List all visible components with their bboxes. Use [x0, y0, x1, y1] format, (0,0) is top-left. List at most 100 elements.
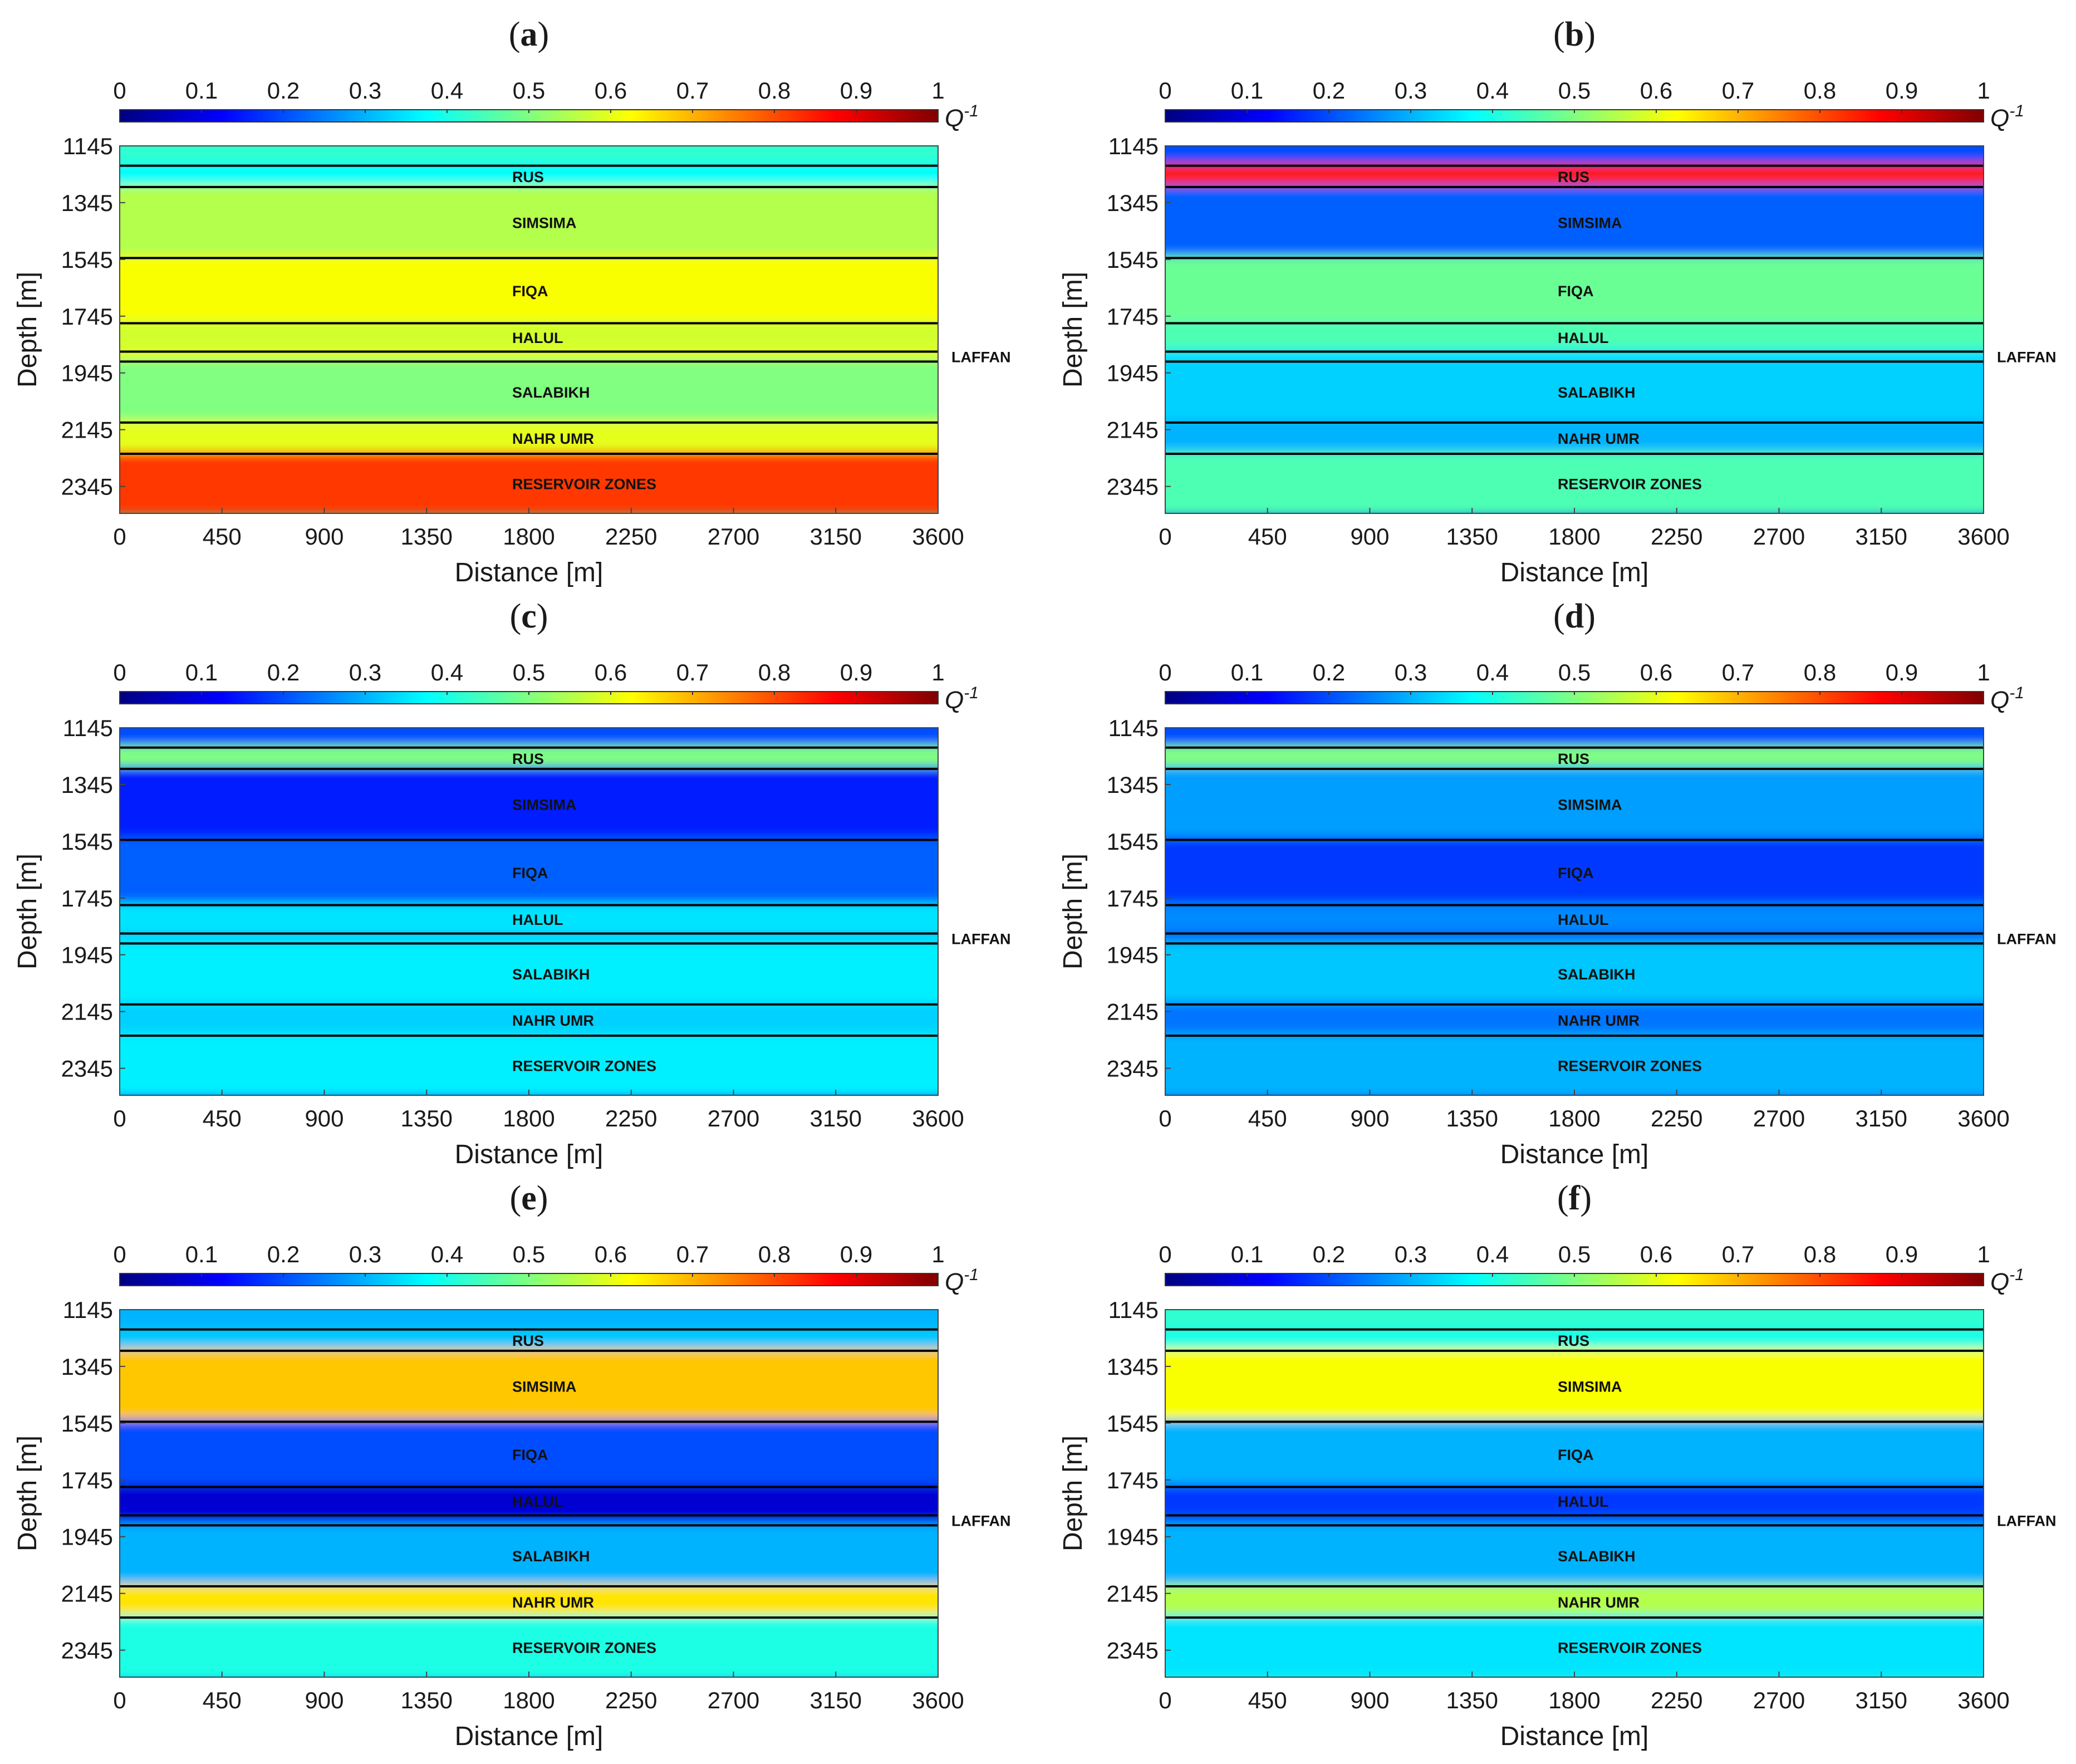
- x-tick-label: 1350: [401, 1687, 453, 1713]
- x-tick-label: 2250: [1651, 1105, 1702, 1131]
- x-tick-label: 2700: [1753, 1105, 1805, 1131]
- zone-label: SALABIKH: [1558, 1548, 1636, 1565]
- zone-label: SALABIKH: [512, 1548, 590, 1565]
- zone-label: FIQA: [1558, 865, 1594, 881]
- y-tick-label: 1945: [61, 942, 113, 968]
- x-tick-label: 900: [305, 523, 343, 550]
- colorbar-tick-label: 0.4: [431, 77, 463, 104]
- heatmap: [120, 146, 938, 513]
- colorbar-tick-label: 0.8: [1804, 77, 1836, 104]
- heatmap-bands: [120, 728, 938, 1095]
- colorbar-tick-label: 0: [1159, 659, 1171, 685]
- zone-label: RESERVOIR ZONES: [1558, 1639, 1702, 1656]
- y-axis-title: Depth [m]: [1058, 272, 1088, 388]
- y-tick-label: 1745: [61, 1467, 113, 1493]
- x-tick-label: 450: [203, 1687, 242, 1713]
- y-tick-label: 2345: [61, 1638, 113, 1664]
- heatmap-layer: [120, 1002, 938, 1038]
- zone-label: HALUL: [512, 330, 563, 346]
- heatmap-layer: [1165, 1615, 1984, 1677]
- x-tick-label: 3600: [912, 1687, 964, 1713]
- x-tick-label: 3150: [810, 523, 862, 550]
- colorbar-tick-label: 0.7: [1722, 1241, 1754, 1267]
- heatmap-layer: [1165, 321, 1984, 354]
- colorbar-tick-label: 0.3: [1395, 1241, 1427, 1267]
- x-tick-label: 1800: [1548, 523, 1600, 550]
- heatmap-layer: [1165, 1002, 1984, 1038]
- zone-label: SIMSIMA: [1558, 797, 1622, 814]
- x-tick-label: 2250: [605, 1105, 657, 1131]
- x-tick-label: 2700: [708, 523, 759, 550]
- heatmap-layer: [1165, 1523, 1984, 1589]
- x-axis-title: Distance [m]: [455, 1722, 603, 1751]
- colorbar-tick-label: 0.2: [267, 659, 300, 685]
- colorbar-label: Q-1: [945, 1266, 979, 1296]
- colorbar-tick-label: 0.4: [431, 1241, 463, 1267]
- colorbar-tick-label: 0.7: [1722, 659, 1754, 685]
- colorbar-tick-label: 0.9: [1886, 1241, 1918, 1267]
- heatmap-layer: [1165, 1348, 1984, 1424]
- colorbar-tick-label: 0.8: [758, 659, 791, 685]
- x-tick-label: 450: [1248, 1105, 1287, 1131]
- zone-label: RUS: [512, 751, 544, 767]
- y-tick-label: 1745: [1107, 303, 1159, 330]
- y-tick-label: 1345: [1107, 772, 1159, 798]
- y-tick-label: 1145: [63, 715, 113, 741]
- x-tick-label: 3600: [1957, 1687, 2009, 1713]
- colorbar-tick-label: 0.4: [1476, 659, 1509, 685]
- colorbar-tick-label: 1: [1977, 77, 1990, 104]
- zone-label: RUS: [1558, 169, 1589, 185]
- colorbar-tick-label: 1: [931, 659, 944, 685]
- y-tick-label: 2345: [61, 1056, 113, 1082]
- x-tick-label: 3600: [1957, 523, 2009, 550]
- colorbar-tick-label: 0.3: [349, 77, 381, 104]
- colorbar-tick-label: 0.2: [267, 1241, 300, 1267]
- zone-label: RUS: [1558, 1332, 1589, 1349]
- panel-label: (e): [510, 1179, 548, 1217]
- x-tick-label: 3150: [1856, 1687, 1907, 1713]
- zone-label: NAHR UMR: [1558, 430, 1640, 447]
- x-tick-label: 2250: [605, 1687, 657, 1713]
- heatmap-layer: [1165, 1584, 1984, 1620]
- colorbar-tick-label: 1: [1977, 659, 1990, 685]
- colorbar-tick-label: 0.3: [349, 1241, 381, 1267]
- colorbar-tick-label: 0: [113, 1241, 126, 1267]
- y-axis-title: Depth [m]: [13, 854, 42, 969]
- panel-label: (c): [510, 597, 548, 635]
- colorbar-tick-label: 0.2: [267, 77, 300, 104]
- heatmap-layer: [1165, 941, 1984, 1007]
- y-tick-label: 1145: [1108, 1297, 1159, 1323]
- heatmap-layer: [120, 1584, 938, 1620]
- heatmap-layer: [120, 184, 938, 261]
- heatmap-layer: [120, 837, 938, 908]
- heatmap-layer: [120, 1419, 938, 1489]
- heatmap: [1165, 728, 1984, 1095]
- y-tick-label: 1745: [1107, 1467, 1159, 1493]
- colorbar-tick-label: 0.2: [1313, 77, 1345, 104]
- colorbar-tick-label: 0.8: [758, 77, 791, 104]
- colorbar-tick-label: 0.4: [1476, 77, 1509, 104]
- x-tick-label: 1800: [503, 1105, 554, 1131]
- colorbar-label: Q-1: [1990, 684, 2024, 714]
- colorbar-tick-label: 0.8: [1804, 1241, 1836, 1267]
- zone-label: HALUL: [1558, 1493, 1608, 1510]
- heatmap: [120, 728, 938, 1095]
- colorbar-label: Q-1: [1990, 102, 2024, 132]
- y-tick-label: 1945: [61, 1524, 113, 1550]
- x-tick-label: 1350: [1446, 1105, 1498, 1131]
- colorbar-tick-label: 0.6: [1640, 659, 1672, 685]
- heatmap-layer: [120, 359, 938, 425]
- colorbar-tick-label: 0.7: [676, 659, 709, 685]
- x-axis-title: Distance [m]: [1500, 1140, 1649, 1169]
- heatmap-layer: [120, 1348, 938, 1424]
- y-tick-label: 1145: [1108, 715, 1159, 741]
- colorbar-tick-label: 0.1: [1231, 77, 1263, 104]
- colorbar-tick-label: 0.3: [349, 659, 381, 685]
- zone-label: RESERVOIR ZONES: [512, 1057, 656, 1074]
- zone-label: SIMSIMA: [1558, 1379, 1622, 1395]
- y-tick-label: 1945: [1107, 360, 1159, 386]
- colorbar-tick-label: 0.5: [1558, 659, 1591, 685]
- x-tick-label: 1350: [401, 523, 453, 550]
- panel-label: (f): [1557, 1179, 1592, 1217]
- x-tick-label: 3600: [912, 523, 964, 550]
